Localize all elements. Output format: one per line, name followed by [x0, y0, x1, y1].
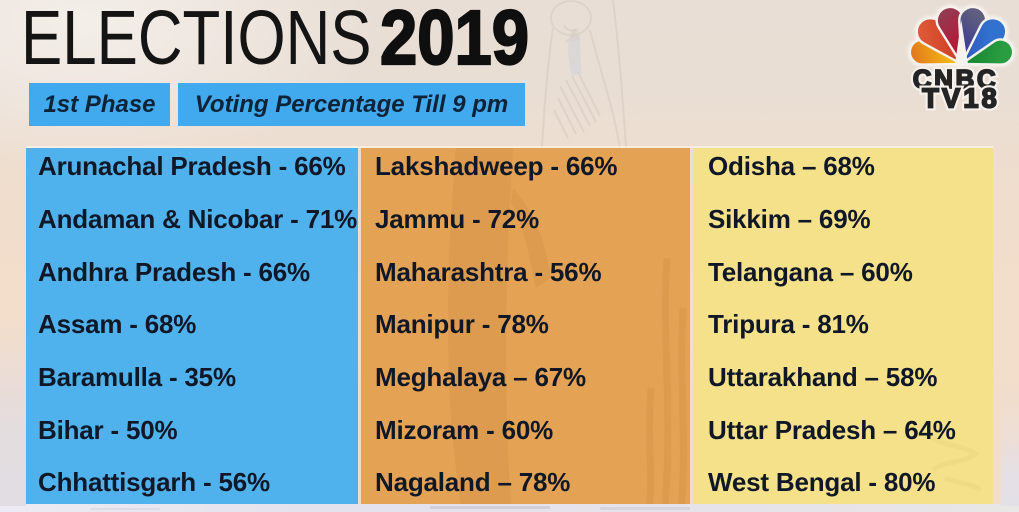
svg-text:CNBC: CNBC [913, 64, 999, 94]
svg-text:TV18: TV18 [922, 83, 1000, 113]
svg-text:TV18: TV18 [922, 83, 1000, 113]
svg-text:CNBC: CNBC [913, 64, 999, 94]
